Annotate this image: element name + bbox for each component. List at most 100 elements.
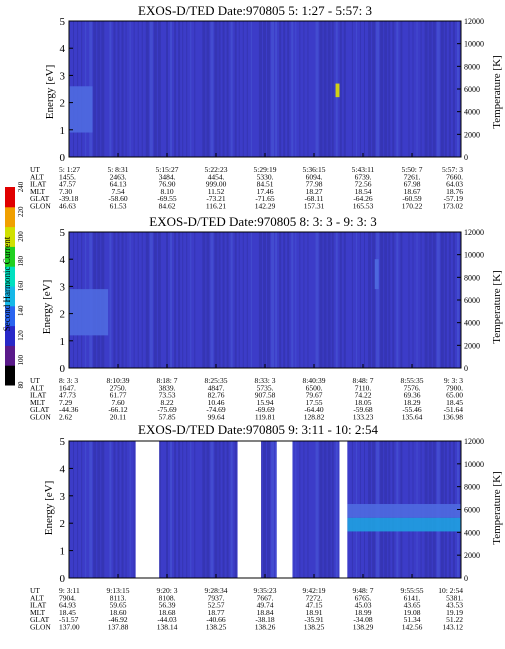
panel-2-ylabel: Energy [eV] [41, 280, 53, 334]
table-cell: -71.65 [255, 194, 275, 203]
table-cell: -51.64 [444, 405, 464, 414]
table-cell: 138.14 [157, 623, 178, 632]
spectrogram-feature [69, 289, 109, 336]
y-right-tick-label: 10000 [464, 460, 484, 469]
spectrogram-streak [364, 232, 366, 368]
colorbar-tick-label: 200 [17, 231, 25, 242]
y-right-tick-label: 8000 [464, 273, 480, 282]
table-cell: 137.88 [108, 623, 129, 632]
spectrogram-streak [339, 232, 342, 368]
table-cell: 142.29 [255, 202, 276, 211]
panel-1-plot: 0 1 2 3 4 5 0 2000 4000 6000 8000 10000 12000 UTALTIL… [30, 16, 484, 211]
table-cell: 5330. [257, 172, 274, 181]
table-cell: 74.22 [355, 391, 372, 400]
spectrogram-streak [89, 441, 93, 578]
spectrogram-streak [125, 441, 127, 578]
spectrogram-feature [69, 86, 93, 133]
spectrogram-streak [355, 21, 357, 157]
table-cell: 18.76 [446, 187, 463, 196]
table-row-label: GLAT [30, 194, 50, 203]
colorbar-block [5, 305, 15, 327]
data-gap [276, 441, 293, 578]
spectrogram-streak [262, 441, 266, 578]
table-cell: 8.10 [160, 187, 173, 196]
spectrogram-streak [307, 232, 309, 368]
table-cell: 4454. [208, 172, 225, 181]
spectrogram-streak [218, 441, 221, 578]
spectrogram-streak [295, 441, 297, 578]
table-cell: 907.58 [255, 391, 276, 400]
y-right-tick-label: 12000 [464, 228, 484, 237]
table-cell: 51.22 [446, 615, 463, 624]
spectrogram-streak [129, 441, 131, 578]
panel-2-ylabel-right: Temperature [K] [491, 270, 503, 343]
spectrogram-streak [149, 21, 153, 157]
colorbar-tick-label: 180 [17, 256, 25, 267]
table-cell: -73.21 [206, 194, 226, 203]
table-cell: 18.29 [404, 398, 421, 407]
table-cell: 18.91 [306, 608, 323, 617]
table-cell: -74.69 [206, 405, 226, 414]
colorbar-tick-label: 160 [17, 280, 25, 291]
table-cell: 99.64 [208, 413, 225, 422]
spectrogram-streak [93, 21, 97, 157]
table-cell: 19.08 [404, 608, 421, 617]
table-cell: 7904. [59, 593, 76, 602]
spectrogram-streak [448, 232, 451, 368]
spectrogram-streak [258, 232, 262, 368]
table-cell: 6094. [306, 172, 323, 181]
data-gap [339, 441, 348, 578]
table-cell: 84.62 [159, 202, 176, 211]
y-tick-label: 5 [60, 436, 66, 448]
spectrogram-streak [448, 21, 451, 157]
table-cell: 77.98 [306, 180, 323, 189]
table-cell: 18.54 [355, 187, 372, 196]
spectrogram-streak [246, 21, 248, 157]
y-right-tick-label: 4000 [464, 528, 480, 537]
colorbar-tick-label: 240 [17, 181, 25, 192]
table-cell: 5:57: 3 [442, 165, 463, 174]
table-cell: 9:35:23 [254, 586, 277, 595]
table-cell: -44.03 [157, 615, 177, 624]
table-cell: 8.22 [160, 398, 173, 407]
spectrogram-streak [141, 21, 143, 157]
y-tick-label: 3 [60, 281, 66, 293]
spectrogram-streak [271, 21, 275, 157]
table-row-label: GLAT [30, 615, 50, 624]
table-cell: 3484. [159, 172, 176, 181]
table-cell: 138.25 [304, 623, 325, 632]
y-tick-label: 1 [60, 336, 66, 348]
spectrogram-streak [218, 232, 221, 368]
spectrogram-streak [234, 232, 237, 368]
spectrogram-streak [368, 232, 372, 368]
spectrogram-streak [117, 232, 120, 368]
spectrogram-streak [408, 21, 410, 157]
table-cell: 5:50: 7 [401, 165, 422, 174]
table-cell: 79.67 [306, 391, 323, 400]
y-tick-label: 4 [60, 43, 66, 55]
y-right-tick-label: 2000 [464, 341, 480, 350]
y-tick-label: 4 [60, 463, 66, 475]
table-row-label: MLT [30, 608, 46, 617]
spectrogram-streak [238, 21, 240, 157]
table-cell: 7.54 [111, 187, 124, 196]
spectrogram-streak [190, 441, 192, 578]
y-tick-label: 3 [60, 70, 66, 82]
y-tick-label: 4 [60, 254, 66, 266]
table-cell: 5: 8:31 [107, 165, 128, 174]
table-cell: 65.00 [446, 391, 463, 400]
table-cell: 135.64 [402, 413, 423, 422]
spectrogram-streak [174, 232, 177, 368]
colorbar-block [5, 246, 15, 267]
table-cell: -44.36 [59, 405, 79, 414]
panel-1-ylabel-right: Temperature [K] [491, 55, 503, 128]
y-tick-label: 2 [60, 309, 66, 321]
table-cell: 6500. [306, 383, 323, 392]
table-cell: 18.60 [110, 608, 127, 617]
spectrogram-streak [267, 232, 271, 368]
table-cell: 8108. [159, 593, 176, 602]
spectrogram-streak [133, 232, 135, 368]
spectrogram-streak [170, 441, 173, 578]
spectrogram-streak [275, 441, 278, 578]
